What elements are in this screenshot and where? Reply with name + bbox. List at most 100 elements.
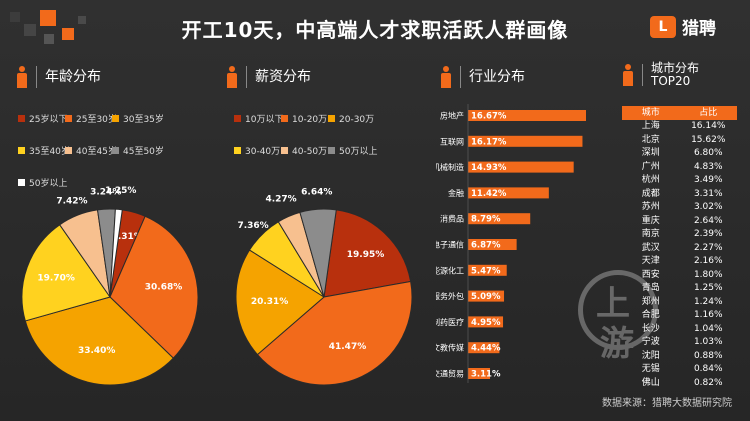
salary-legend-swatch — [234, 115, 241, 122]
salary-legend-item: 30-40万 — [234, 144, 280, 157]
industry-data-label: 8.79% — [471, 215, 501, 225]
industry-data-label: 14.93% — [471, 163, 507, 173]
city-share-cell: 4.83% — [693, 161, 723, 172]
age-slice — [109, 208, 123, 298]
city-table-row: 广州 4.83% — [622, 161, 737, 175]
industry-category-label: 房地产 — [440, 111, 464, 121]
industry-bar — [468, 187, 549, 199]
salary-legend-item: 20-30万 — [328, 112, 374, 125]
age-legend-swatch — [18, 179, 25, 186]
city-name-cell: 南京 — [641, 229, 660, 239]
age-legend-item: 25至30岁 — [65, 112, 117, 125]
age-data-label: 1.25% — [105, 186, 136, 196]
city-share-cell: 2.64% — [693, 215, 723, 226]
industry-bar — [468, 110, 586, 121]
city-section-title: 城市分布 TOP20 — [651, 61, 700, 88]
salary-legend-label: 40-50万 — [292, 147, 328, 157]
industry-data-label: 16.67% — [471, 112, 507, 122]
city-table-row: 宁波 1.03% — [622, 336, 737, 350]
salary-slice — [323, 209, 412, 298]
age-data-label: 19.70% — [37, 274, 75, 284]
industry-category-label: 服务外包 — [436, 291, 464, 301]
city-table-row: 武汉 2.27% — [622, 242, 737, 256]
city-share-cell: 3.31% — [693, 188, 723, 199]
industry-bar — [468, 342, 500, 354]
salary-legend-item: 40-50万 — [281, 144, 327, 157]
city-share-cell: 0.84% — [693, 364, 723, 374]
industry-data-label: 3.11% — [471, 370, 501, 380]
industry-data-label: 4.44% — [471, 344, 501, 354]
salary-legend-label: 20-30万 — [339, 115, 375, 125]
industry-bar — [468, 213, 531, 225]
page-title: 开工10天，中高端人才求职活跃人群画像 — [181, 18, 569, 42]
industry-section-title: 行业分布 — [469, 69, 525, 85]
salary-pie-chart: 19.95% 41.47% 20.31% 7.36% 4.27% 6.64% — [235, 188, 413, 386]
salary-legend-label: 50万以上 — [339, 147, 378, 157]
age-legend-label: 45至50岁 — [123, 147, 164, 157]
city-table-row: 南京 2.39% — [622, 228, 737, 242]
industry-data-label: 4.95% — [471, 318, 501, 328]
person-icon — [440, 66, 452, 88]
watermark: 上 游 — [578, 256, 660, 370]
person-icon — [622, 64, 634, 86]
data-source: 数据来源：猎聘大数据研究院 — [602, 398, 732, 409]
city-share-cell: 0.88% — [693, 350, 723, 361]
industry-category-label: 制药医疗 — [436, 317, 464, 327]
industry-category-label: 能源化工 — [436, 265, 464, 275]
industry-category-label: 电子通信 — [436, 240, 464, 250]
city-table-row: 天津 2.16% — [622, 255, 737, 269]
decorative-cubes — [10, 6, 90, 52]
age-legend-item: 50岁以上 — [18, 176, 67, 189]
city-share-cell: 1.80% — [693, 269, 723, 280]
city-share-cell: 1.16% — [693, 310, 723, 320]
city-table-row: 北京 15.62% — [622, 134, 737, 148]
city-name-cell: 天津 — [641, 256, 660, 266]
industry-category-label: 交通贸易 — [436, 369, 464, 379]
industry-bar — [468, 161, 574, 173]
salary-slice — [256, 280, 413, 386]
city-share-cell: 1.24% — [693, 296, 723, 307]
industry-data-label: 5.09% — [471, 292, 501, 302]
logo-text: 猎聘 — [682, 19, 716, 39]
brand-logo: L 猎聘 — [650, 14, 716, 39]
age-legend-label: 50岁以上 — [29, 179, 68, 189]
salary-section-header: 薪资分布 — [226, 66, 311, 88]
salary-data-label: 6.64% — [301, 188, 332, 198]
city-table-row: 无锡 0.84% — [622, 363, 737, 377]
city-name-cell: 广州 — [641, 161, 660, 172]
salary-legend-swatch — [281, 115, 288, 122]
city-table-row: 佛山 0.82% — [622, 377, 737, 391]
age-section-header: 年龄分布 — [16, 66, 101, 88]
age-data-label: 30.68% — [145, 282, 183, 292]
salary-data-label: 7.36% — [237, 221, 268, 231]
city-column-header: 城市 — [641, 108, 660, 118]
salary-slice — [299, 208, 337, 298]
salary-legend-swatch — [328, 147, 335, 154]
salary-legend-item: 10万以下 — [234, 112, 283, 125]
city-name-cell: 深圳 — [641, 148, 660, 158]
city-name-cell: 佛山 — [641, 377, 660, 388]
industry-data-label: 6.87% — [471, 241, 501, 251]
city-table-row: 沈阳 0.88% — [622, 350, 737, 364]
city-share-cell: 2.16% — [693, 256, 723, 266]
city-share-cell: 15.62% — [691, 134, 726, 145]
salary-legend-item: 50万以上 — [328, 144, 377, 157]
age-legend-swatch — [18, 147, 25, 154]
city-table-row: 苏州 3.02% — [622, 201, 737, 215]
age-legend-label: 35至40岁 — [29, 147, 70, 157]
age-slice — [21, 224, 111, 322]
city-share-cell: 3.49% — [693, 175, 723, 185]
city-share-cell: 1.04% — [693, 323, 723, 334]
city-name-cell: 苏州 — [641, 202, 660, 212]
age-legend-swatch — [65, 147, 72, 154]
industry-bar — [468, 368, 491, 379]
salary-slice — [235, 249, 325, 356]
city-table-row: 成都 3.31% — [622, 188, 737, 202]
person-icon — [16, 66, 28, 88]
city-name-cell: 成都 — [641, 188, 660, 199]
city-share-cell: 2.27% — [693, 242, 723, 253]
city-name-cell: 杭州 — [641, 175, 660, 185]
person-icon — [226, 66, 238, 88]
salary-legend-label: 10-20万 — [292, 115, 328, 125]
age-data-label: 4.31% — [112, 232, 143, 242]
